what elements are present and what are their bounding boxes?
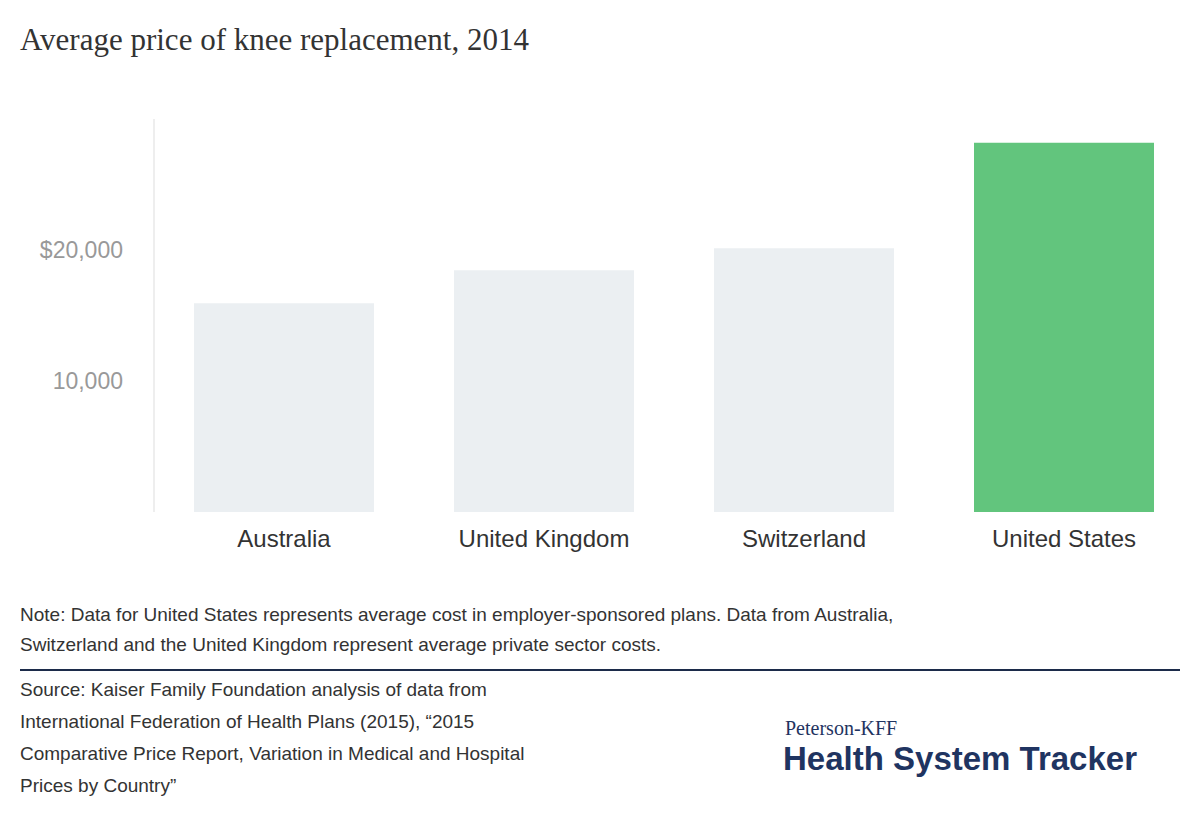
- svg-text:Australia: Australia: [237, 525, 331, 552]
- html-text:Prices by Country”: Prices by Country”: [20, 775, 177, 796]
- html-text:Health System Tracker: Health System Tracker: [783, 740, 1137, 777]
- html-text:Switzerland and the United Kin: Switzerland and the United Kingdom repre…: [20, 634, 662, 655]
- html-text:Average price of knee replacem: Average price of knee replacement, 2014: [20, 22, 529, 57]
- svg-text:Switzerland: Switzerland: [742, 525, 866, 552]
- html-text:Comparative Price Report, Vari: Comparative Price Report, Variation in M…: [20, 743, 525, 764]
- html-text:Source: Kaiser Family Foundati: Source: Kaiser Family Foundation analysi…: [20, 679, 487, 700]
- svg-text:United Kingdom: United Kingdom: [459, 525, 630, 552]
- svg-text:United States: United States: [992, 525, 1136, 552]
- svg-text:$20,000: $20,000: [40, 237, 123, 263]
- svg-text:10,000: 10,000: [53, 368, 123, 394]
- html-text:Peterson-KFF: Peterson-KFF: [785, 717, 898, 739]
- html-text:International Federation of He: International Federation of Health Plans…: [20, 711, 475, 732]
- html-text:Note: Data for United States r: Note: Data for United States represents …: [20, 604, 894, 625]
